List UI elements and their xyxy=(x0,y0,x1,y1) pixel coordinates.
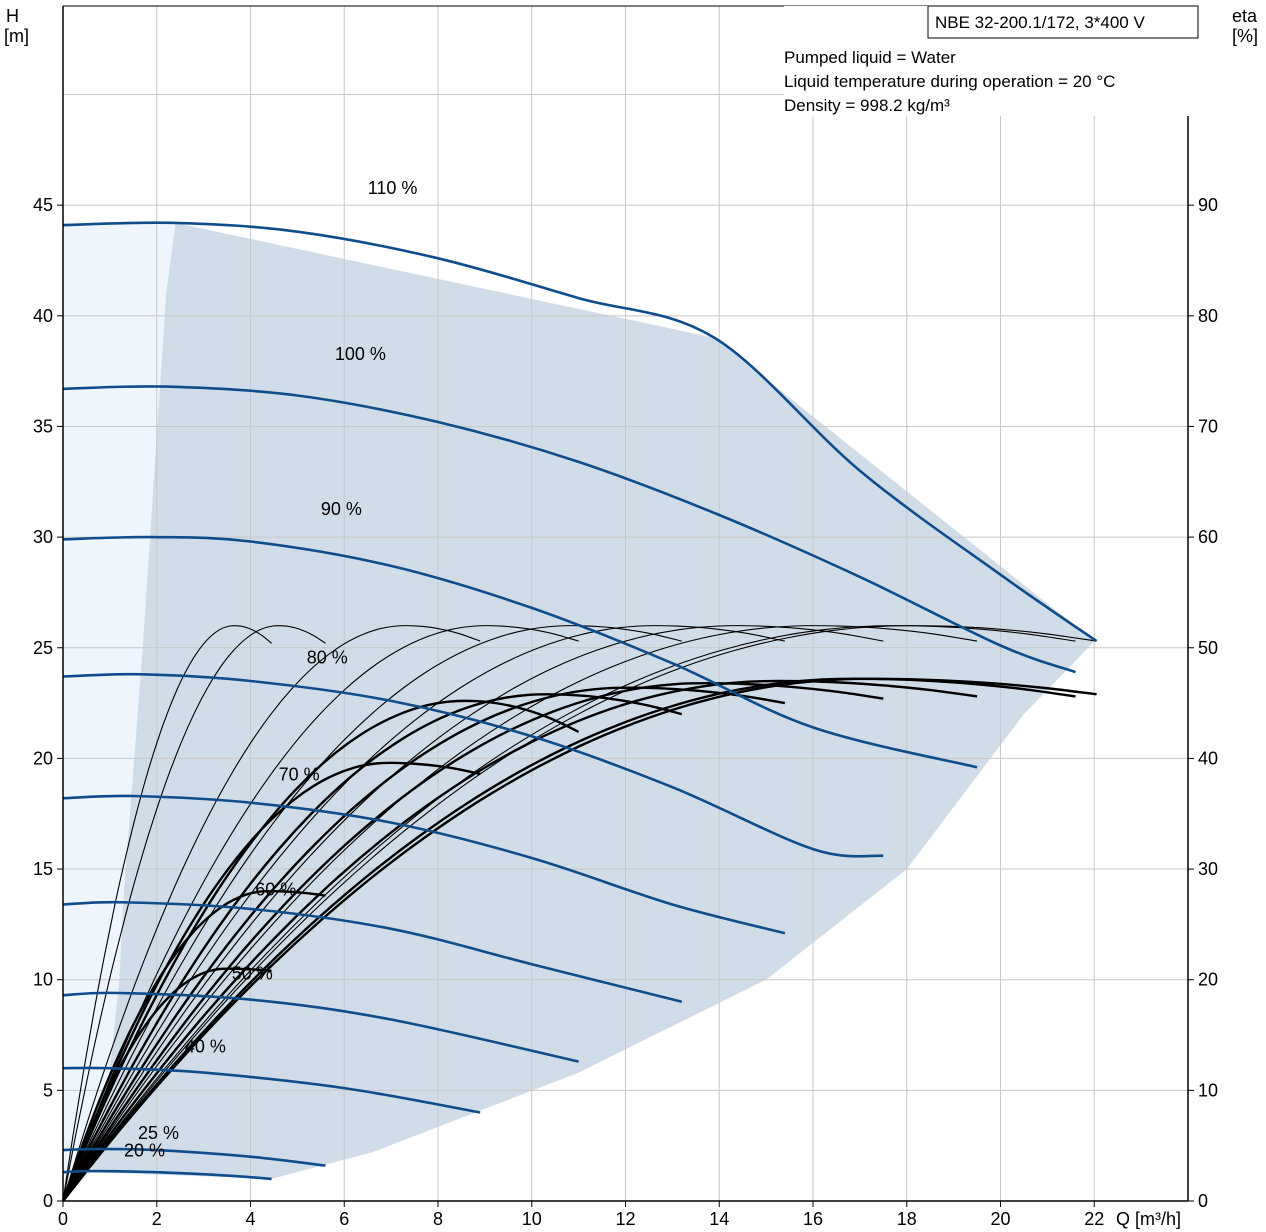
info-line-temperature: Liquid temperature during operation = 20… xyxy=(784,72,1115,91)
x-tick-label: 20 xyxy=(990,1209,1010,1229)
head-curve-label: 20 % xyxy=(124,1141,165,1161)
head-curve-label: 80 % xyxy=(307,647,348,667)
y-right-tick-label: 60 xyxy=(1198,527,1218,547)
y-right-tick-label: 80 xyxy=(1198,306,1218,326)
y-left-tick-label: 30 xyxy=(33,527,53,547)
efficiency-curve-thin xyxy=(62,625,481,1202)
x-tick-label: 6 xyxy=(339,1209,349,1229)
y-right-axis-label: eta xyxy=(1232,6,1258,26)
info-line-liquid: Pumped liquid = Water xyxy=(784,48,956,67)
y-left-tick-label: 20 xyxy=(33,748,53,768)
y-right-tick-label: 70 xyxy=(1198,416,1218,436)
head-curve-label: 100 % xyxy=(335,344,386,364)
x-tick-label: 0 xyxy=(58,1209,68,1229)
efficiency-curve-thin xyxy=(62,625,272,1202)
curve-labels: 110 % 100 % 90 % 80 % 70 % 60 % 50 % 40 % 25 %20… xyxy=(124,178,417,1161)
y-right-tick-label: 20 xyxy=(1198,970,1218,990)
head-curve xyxy=(62,672,884,858)
head-curve-label: 110 % xyxy=(368,178,418,198)
efficiency-curve-thin xyxy=(62,625,786,1202)
head-curve-label: 25 % xyxy=(138,1123,179,1143)
head-curve xyxy=(62,991,579,1063)
x-tick-label: 8 xyxy=(433,1209,443,1229)
y-right-tick-label: 40 xyxy=(1198,748,1218,768)
head-curve xyxy=(62,900,683,1004)
x-tick-label: 2 xyxy=(152,1209,162,1229)
grid-lines xyxy=(63,6,1188,1201)
chart-title: NBE 32-200.1/172, 3*400 V xyxy=(935,13,1145,32)
head-curve-label: 70 % xyxy=(279,765,320,785)
y-left-tick-label: 35 xyxy=(33,416,53,436)
axis-ticks: 0 2 4 6 8 10 12 14 16 18 20 22 0 5 10 15 20 25 30 35 40 45 0 10… xyxy=(33,195,1218,1229)
y-right-tick-label: 30 xyxy=(1198,859,1218,879)
head-curve-label: 90 % xyxy=(321,499,362,519)
y-right-tick-label: 50 xyxy=(1198,638,1218,658)
head-curve xyxy=(62,221,1098,643)
efficiency-curve-thin xyxy=(62,625,1097,1202)
x-tick-label: 22 xyxy=(1084,1209,1104,1229)
y-left-axis-unit: [m] xyxy=(4,26,29,46)
y-right-tick-label: 10 xyxy=(1198,1080,1218,1100)
head-curve xyxy=(62,535,978,769)
efficiency-curve-thick xyxy=(61,682,884,1202)
y-left-tick-label: 15 xyxy=(33,859,53,879)
title-box xyxy=(927,5,1199,39)
y-left-tick-label: 25 xyxy=(33,638,53,658)
y-left-tick-label: 10 xyxy=(33,970,53,990)
efficiency-curve-thick xyxy=(61,686,786,1202)
head-curve-label: 40 % xyxy=(185,1037,226,1057)
head-curve xyxy=(62,1147,326,1167)
head-curve xyxy=(62,385,1076,674)
x-tick-label: 4 xyxy=(245,1209,255,1229)
y-right-tick-label: 90 xyxy=(1198,195,1218,215)
y-left-tick-label: 40 xyxy=(33,306,53,326)
x-tick-label: 10 xyxy=(522,1209,542,1229)
x-tick-label: 14 xyxy=(709,1209,729,1229)
efficiency-curve-thick xyxy=(62,677,1097,1202)
y-left-axis-label: H xyxy=(6,6,19,26)
x-tick-label: 18 xyxy=(897,1209,917,1229)
head-curve xyxy=(62,1066,481,1114)
head-curve xyxy=(62,1169,272,1181)
efficiency-curve-thick xyxy=(61,699,580,1202)
x-tick-label: 16 xyxy=(803,1209,823,1229)
info-line-density: Density = 998.2 kg/m³ xyxy=(784,96,950,115)
head-curve-label: 60 % xyxy=(255,880,296,900)
y-left-tick-label: 0 xyxy=(43,1191,53,1211)
x-axis-label: Q [m³/h] xyxy=(1116,1209,1181,1229)
y-left-tick-label: 5 xyxy=(43,1080,53,1100)
efficiency-curve-thick xyxy=(61,693,683,1202)
efficiency-curve-thin xyxy=(62,625,326,1202)
head-curve xyxy=(62,794,786,935)
y-right-axis-unit: [%] xyxy=(1232,26,1258,46)
x-tick-label: 12 xyxy=(615,1209,635,1229)
head-curve-label: 50 % xyxy=(232,964,273,984)
head-curves xyxy=(62,221,1098,1181)
efficiency-curve-thick xyxy=(61,889,326,1202)
efficiency-curve-thin xyxy=(62,625,978,1202)
y-left-tick-label: 45 xyxy=(33,195,53,215)
y-right-tick-label: 0 xyxy=(1198,1191,1208,1211)
low-flow-area xyxy=(63,222,176,1201)
